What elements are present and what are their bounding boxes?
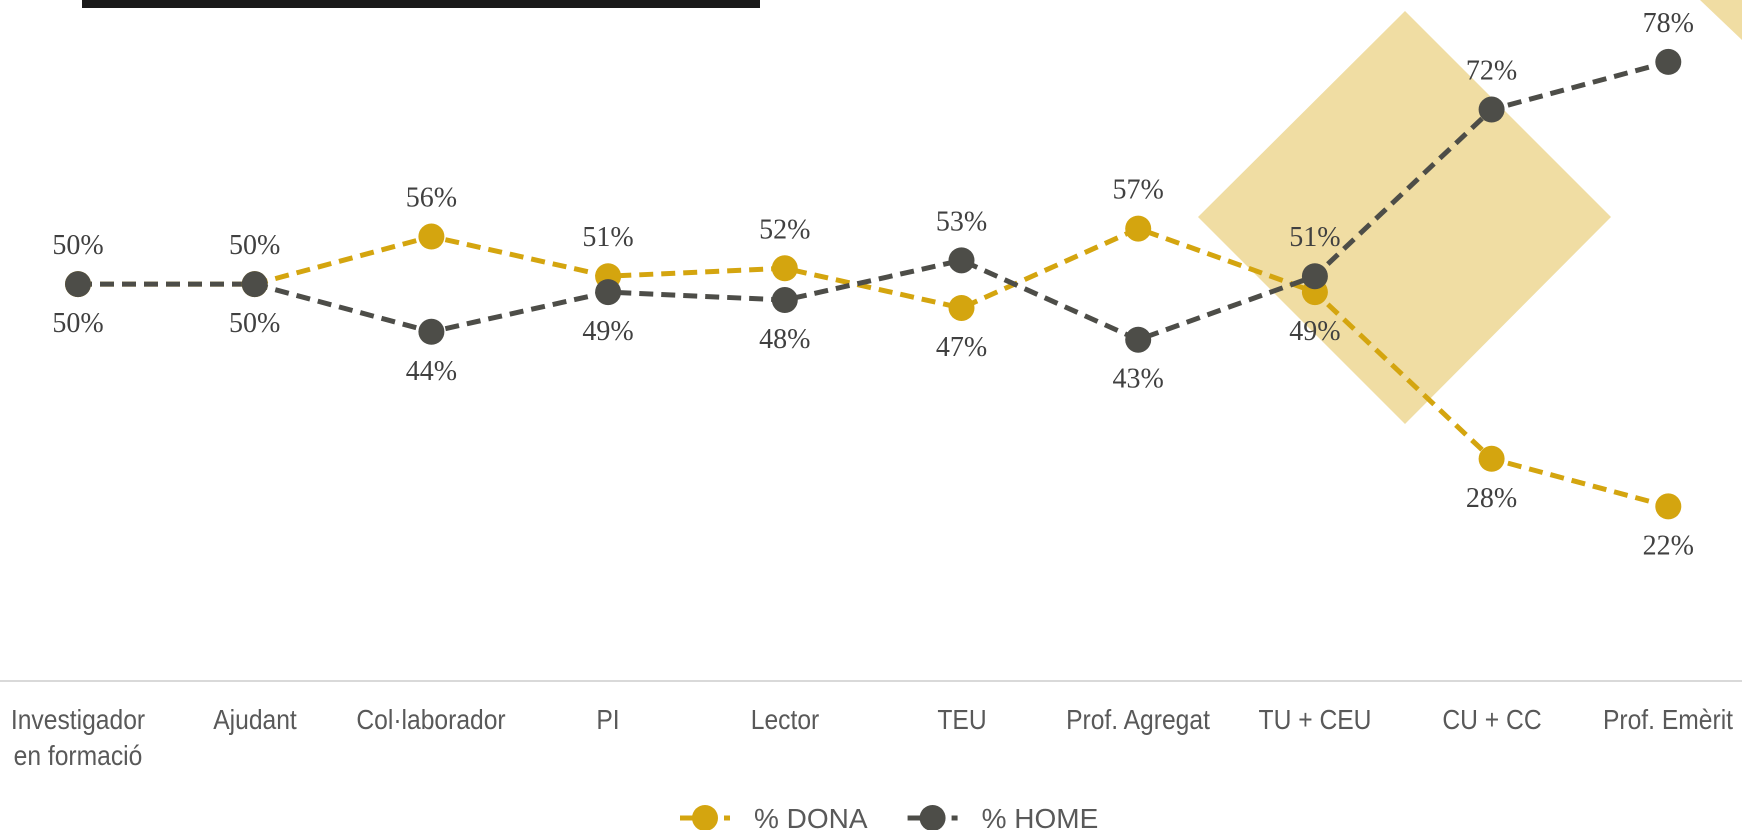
data-point (65, 271, 91, 298)
data-label: 28% (1466, 483, 1517, 514)
data-point (595, 279, 622, 306)
data-label: 50% (229, 230, 280, 261)
data-point (1478, 96, 1505, 123)
x-tick-label: TEU (936, 704, 987, 735)
data-point (948, 294, 975, 321)
data-point (1301, 263, 1328, 290)
data-label: 50% (229, 308, 280, 339)
x-tick-label: Col·laborador (356, 704, 507, 735)
data-label: 51% (582, 222, 633, 253)
decor-bar (82, 0, 760, 8)
series-line (78, 59, 1669, 343)
x-tick-label: Prof. Emèrit (1603, 704, 1734, 735)
data-point (771, 287, 798, 314)
x-tick-label: CU + CC (1441, 704, 1542, 735)
data-label: 22% (1643, 530, 1694, 561)
legend-marker (692, 805, 718, 830)
data-label: 48% (759, 324, 810, 355)
data-point (418, 223, 445, 250)
data-label: 78% (1643, 8, 1694, 39)
legend-marker (919, 805, 946, 830)
data-label: 50% (52, 230, 103, 261)
data-point (1655, 493, 1682, 520)
x-tick-label: Prof. Agregat (1066, 704, 1211, 735)
data-label: 50% (52, 308, 103, 339)
data-point (1125, 326, 1152, 353)
data-label: 49% (1289, 316, 1340, 347)
x-tick-label: PI (596, 704, 620, 735)
decor-diamond (1198, 11, 1611, 424)
x-tick-label: Investigador en formació (10, 704, 146, 771)
data-label: 52% (759, 214, 810, 245)
x-tick-label: Lector (750, 704, 820, 735)
data-label: 57% (1113, 175, 1164, 206)
decor-corner (1700, 0, 1742, 40)
data-label: 43% (1113, 364, 1164, 395)
data-label: 49% (582, 316, 633, 347)
data-label: 47% (936, 332, 987, 363)
data-point (1125, 215, 1152, 242)
series-line (78, 225, 1669, 509)
data-label: 56% (406, 183, 457, 214)
data-label: 53% (936, 206, 987, 237)
x-tick-label: TU + CEU (1258, 704, 1372, 735)
legend-label: % DONA (754, 803, 868, 830)
x-tick-label: Ajudant (212, 704, 297, 735)
data-point (948, 247, 975, 274)
data-label: 44% (406, 356, 457, 387)
data-label: 72% (1466, 56, 1517, 87)
legend-label: % HOME (982, 803, 1099, 830)
data-point (418, 318, 445, 345)
data-point (1655, 48, 1682, 75)
data-point (771, 255, 798, 282)
data-point (1478, 445, 1505, 472)
data-label: 51% (1289, 222, 1340, 253)
data-point (241, 271, 268, 298)
